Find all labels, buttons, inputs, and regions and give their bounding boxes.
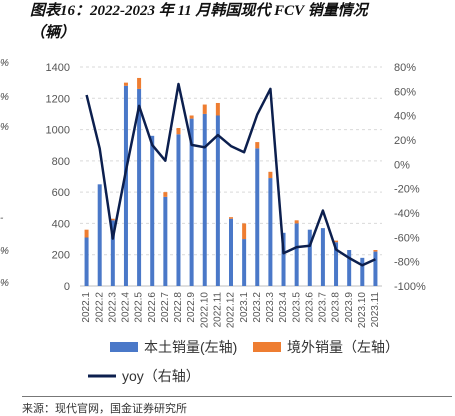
bar bbox=[215, 102, 220, 116]
bar bbox=[110, 220, 115, 286]
x-axis-tick-label: 2022.4 bbox=[121, 292, 132, 323]
bar bbox=[163, 192, 168, 197]
left-edge-mark: % bbox=[0, 92, 9, 103]
bar bbox=[334, 242, 339, 286]
right-axis-tick-label: 40% bbox=[394, 111, 416, 123]
right-axis-tick-label: -100% bbox=[394, 281, 426, 293]
left-axis-tick-label: 0 bbox=[64, 281, 70, 293]
bar bbox=[110, 218, 115, 221]
bar bbox=[176, 134, 181, 286]
chart-title-line1: 图表16：2022-2023 年 11 月韩国现代 FCV 销量情况 bbox=[30, 3, 368, 19]
bar bbox=[202, 104, 207, 114]
bar bbox=[373, 251, 378, 286]
left-edge-mark: % bbox=[0, 278, 9, 289]
left-edge-mark: % bbox=[0, 246, 9, 257]
legend-label-domestic: 本土销量(左轴) bbox=[144, 339, 237, 355]
x-axis-tick-label: 2023.11 bbox=[370, 292, 381, 328]
bar bbox=[215, 115, 220, 286]
left-axis-tick-label: 600 bbox=[52, 187, 70, 199]
bar bbox=[294, 223, 299, 286]
bar bbox=[84, 237, 89, 286]
right-axis-tick-label: 20% bbox=[394, 135, 416, 147]
bar bbox=[176, 128, 181, 135]
bar bbox=[360, 257, 365, 286]
bar bbox=[268, 178, 273, 286]
bar bbox=[229, 218, 233, 286]
x-axis-tick-label: 2023.9 bbox=[344, 292, 355, 323]
x-axis-tick-label: 2023.4 bbox=[278, 292, 289, 323]
chart-title: 图表16：2022-2023 年 11 月韩国现代 FCV 销量情况 （辆） bbox=[30, 0, 450, 44]
bar bbox=[268, 171, 273, 179]
bar bbox=[334, 240, 339, 243]
bar bbox=[189, 115, 194, 119]
legend-swatch-domestic bbox=[110, 342, 138, 352]
x-axis-tick-label: 2022.7 bbox=[160, 292, 171, 323]
x-axis-tick-label: 2022.8 bbox=[173, 292, 184, 323]
bar bbox=[123, 85, 128, 287]
x-axis-tick-label: 2023.3 bbox=[265, 292, 276, 323]
bar bbox=[242, 239, 247, 286]
bar bbox=[281, 232, 286, 286]
bar bbox=[137, 77, 142, 89]
x-axis-tick-label: 2022.5 bbox=[134, 292, 145, 323]
x-axis-tick-label: 2022.9 bbox=[186, 292, 197, 323]
right-axis-tick-label: -60% bbox=[394, 232, 420, 244]
right-axis-tick-label: 60% bbox=[394, 86, 416, 98]
yoy-line bbox=[85, 82, 376, 267]
bar bbox=[123, 82, 128, 86]
bar bbox=[202, 113, 207, 286]
x-axis-tick-label: 2023.6 bbox=[304, 292, 315, 323]
sales-chart: 0 200 400 600 800 1000 1200 1400 80% 60% 40% 20% 0% -… bbox=[46, 62, 427, 384]
right-axis-tick-label: -80% bbox=[394, 257, 420, 269]
x-axis-tick-label: 2022.10 bbox=[199, 292, 210, 329]
bar bbox=[242, 223, 247, 240]
legend-swatch-overseas bbox=[253, 342, 281, 352]
bar bbox=[347, 250, 352, 286]
left-edge-mark: - bbox=[0, 213, 4, 224]
left-edge-mark: % bbox=[0, 58, 9, 69]
bar bbox=[307, 229, 312, 286]
right-axis-tick-label: -40% bbox=[394, 208, 420, 220]
bar bbox=[97, 184, 102, 286]
x-axis-tick-label: 2022.6 bbox=[147, 292, 158, 323]
right-axis-tick-label: 0% bbox=[394, 159, 410, 171]
x-axis-tick-label: 2022.1 bbox=[81, 292, 92, 323]
left-axis-tick-label: 1000 bbox=[46, 125, 70, 137]
source-note: 来源：现代官网，国金证券研究所 bbox=[22, 403, 187, 415]
x-axis-tick-label: 2023.10 bbox=[357, 292, 368, 329]
x-axis-tick-label: 2022.2 bbox=[94, 292, 105, 323]
bar bbox=[294, 220, 299, 224]
bar bbox=[255, 148, 260, 286]
left-axis-tick-label: 200 bbox=[52, 250, 70, 262]
bar bbox=[84, 229, 89, 238]
bar bbox=[163, 196, 168, 286]
bar bbox=[255, 142, 260, 149]
x-axis-tick-label: 2022.3 bbox=[107, 292, 118, 323]
x-axis-tick-label: 2023.1 bbox=[239, 292, 250, 323]
x-axis-tick-label: 2023.5 bbox=[291, 292, 302, 323]
right-axis-tick-label: -20% bbox=[394, 184, 420, 196]
left-axis-tick-label: 1400 bbox=[46, 62, 70, 74]
x-axis-tick-label: 2023.7 bbox=[318, 292, 329, 323]
right-axis-tick-label: 80% bbox=[394, 62, 416, 74]
footer-rule bbox=[22, 396, 452, 397]
legend-label-yoy: yoy（右轴） bbox=[122, 368, 200, 384]
chart-title-line2: （辆） bbox=[30, 25, 76, 41]
left-axis-tick-label: 1200 bbox=[46, 93, 70, 105]
left-axis-tick-label: 800 bbox=[52, 156, 70, 168]
bar bbox=[137, 88, 142, 287]
left-edge-fragments: % % % - % % bbox=[0, 0, 9, 300]
bar bbox=[320, 228, 325, 286]
bar bbox=[373, 250, 378, 252]
x-axis-tick-label: 2022.12 bbox=[226, 292, 237, 329]
bar bbox=[189, 118, 194, 286]
x-axis-tick-label: 2023.2 bbox=[252, 292, 263, 323]
x-axis-tick-label: 2023.8 bbox=[331, 292, 342, 323]
bar bbox=[150, 135, 155, 286]
legend-label-overseas: 境外销量（左轴） bbox=[287, 339, 399, 355]
left-edge-mark: % bbox=[0, 122, 9, 133]
x-axis-tick-label: 2022.11 bbox=[213, 292, 224, 328]
bar bbox=[229, 217, 233, 219]
left-axis-tick-label: 400 bbox=[52, 218, 70, 230]
